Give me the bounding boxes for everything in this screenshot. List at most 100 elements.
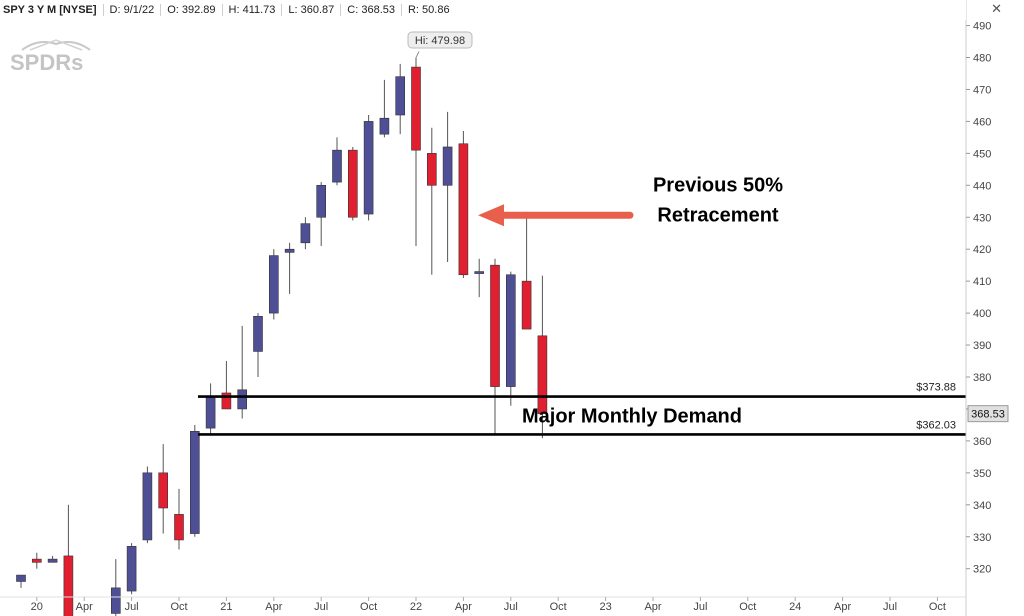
candles-group: [16, 57, 548, 616]
candle-body: [426, 153, 437, 186]
demand-level-label: $373.88: [916, 382, 956, 394]
retracement-annotation: Retracement: [657, 205, 779, 227]
candle: [174, 488, 184, 550]
candle-body: [537, 335, 548, 414]
last-price-tag: [967, 405, 1009, 423]
candle: [521, 211, 532, 330]
spdrs-logo: SPDRs: [8, 36, 104, 76]
candle-body: [237, 389, 247, 410]
x-tick-label: Oct: [739, 601, 756, 613]
candle: [190, 424, 200, 537]
x-tick-label: Oct: [929, 601, 946, 613]
x-tick-label: Apr: [455, 601, 472, 613]
candle-body: [284, 248, 295, 253]
annotations-group: Hi: 479.98 Major Monthly Demand Previous 5…: [407, 31, 783, 428]
candle: [268, 249, 279, 320]
candle: [142, 466, 153, 544]
high-callout-pointer: [415, 51, 420, 58]
close-readout: C: 368.53: [341, 4, 402, 16]
candle: [16, 574, 26, 588]
candle: [158, 444, 168, 534]
x-tick-label: Oct: [360, 601, 377, 613]
candle: [474, 258, 485, 298]
candle: [111, 559, 121, 616]
y-axis: 3203303403503603703803904004104204304404…: [965, 0, 1009, 616]
candle-body: [505, 274, 516, 387]
x-tick-label: 23: [599, 601, 611, 613]
candle-body: [111, 587, 121, 614]
candle-body: [316, 185, 327, 218]
y-tick-label: 420: [973, 244, 991, 256]
x-tick-label: 22: [410, 601, 422, 613]
candle-body: [379, 117, 390, 135]
candle-body: [521, 280, 532, 330]
candle: [332, 137, 342, 186]
x-tick-label: Jul: [883, 601, 897, 613]
y-tick-label: 360: [973, 436, 991, 448]
candle-body: [63, 555, 74, 616]
candle: [347, 146, 358, 221]
candle-body: [31, 558, 42, 563]
x-axis: 20 Apr Jul Oct 21 Apr Jul Oct 22 Apr Jul Oct 23 Apr Ju…: [0, 596, 966, 613]
candle-body: [363, 121, 374, 215]
demand-annotation: Major Monthly Demand: [522, 406, 742, 428]
candle: [253, 313, 263, 377]
candle-body: [347, 149, 358, 218]
x-tick-label: 21: [220, 601, 232, 613]
high-readout: H: 411.73: [223, 4, 283, 16]
candle-body: [300, 223, 311, 244]
retracement-annotation: Previous 50%: [653, 175, 783, 197]
y-tick-label: 440: [973, 180, 991, 192]
candle: [237, 325, 247, 419]
high-label: Hi: 479.98: [415, 35, 465, 47]
candle-body: [190, 431, 200, 534]
candle-body: [332, 149, 342, 183]
retracement-arrow-head: [478, 204, 504, 227]
candle: [505, 271, 516, 406]
high-callout-box: [407, 31, 473, 49]
y-tick-label: 490: [973, 21, 991, 33]
candle-body: [47, 558, 58, 563]
candle: [537, 275, 548, 439]
y-tick-label: 350: [973, 468, 991, 480]
candle: [442, 111, 453, 262]
candle: [63, 504, 74, 616]
y-tick-label: 450: [973, 148, 991, 160]
close-icon[interactable]: ✕: [991, 1, 1002, 16]
x-tick-label: 20: [31, 601, 43, 613]
candle: [490, 258, 500, 435]
y-tick-label: 480: [973, 53, 991, 65]
candle-body: [458, 143, 469, 276]
y-tick-label: 400: [973, 308, 991, 320]
symbol-label[interactable]: SPY 3 Y M [NYSE]: [0, 4, 104, 16]
x-tick-label: Apr: [834, 601, 851, 613]
y-tick-label: 390: [973, 340, 991, 352]
candle-body: [395, 76, 406, 116]
range-readout: R: 50.86: [407, 4, 450, 16]
candle: [47, 555, 58, 563]
x-tick-label: Oct: [170, 601, 187, 613]
x-tick-label: Apr: [644, 601, 661, 613]
date-readout: D: 9/1/22: [104, 4, 162, 16]
y-tick-label: 410: [973, 276, 991, 288]
candle: [205, 383, 216, 435]
candle-body: [158, 472, 168, 509]
x-tick-label: Oct: [550, 601, 567, 613]
candle-body: [16, 574, 26, 582]
x-tick-label: Apr: [265, 601, 282, 613]
candle-body: [142, 472, 153, 541]
candle: [458, 130, 469, 278]
x-tick-label: Jul: [504, 601, 518, 613]
candle-body: [253, 315, 263, 352]
candle: [363, 115, 374, 221]
candle: [411, 57, 421, 247]
candle: [395, 63, 406, 135]
candle: [300, 217, 311, 250]
candle: [316, 182, 327, 247]
candle-body: [474, 271, 485, 274]
chart-header: SPY 3 Y M [NYSE] D: 9/1/22 O: 392.89 H: …: [0, 0, 966, 20]
y-tick-label: 320: [973, 564, 991, 576]
y-tick-label: 380: [973, 372, 991, 384]
x-tick-label: 24: [789, 601, 801, 613]
